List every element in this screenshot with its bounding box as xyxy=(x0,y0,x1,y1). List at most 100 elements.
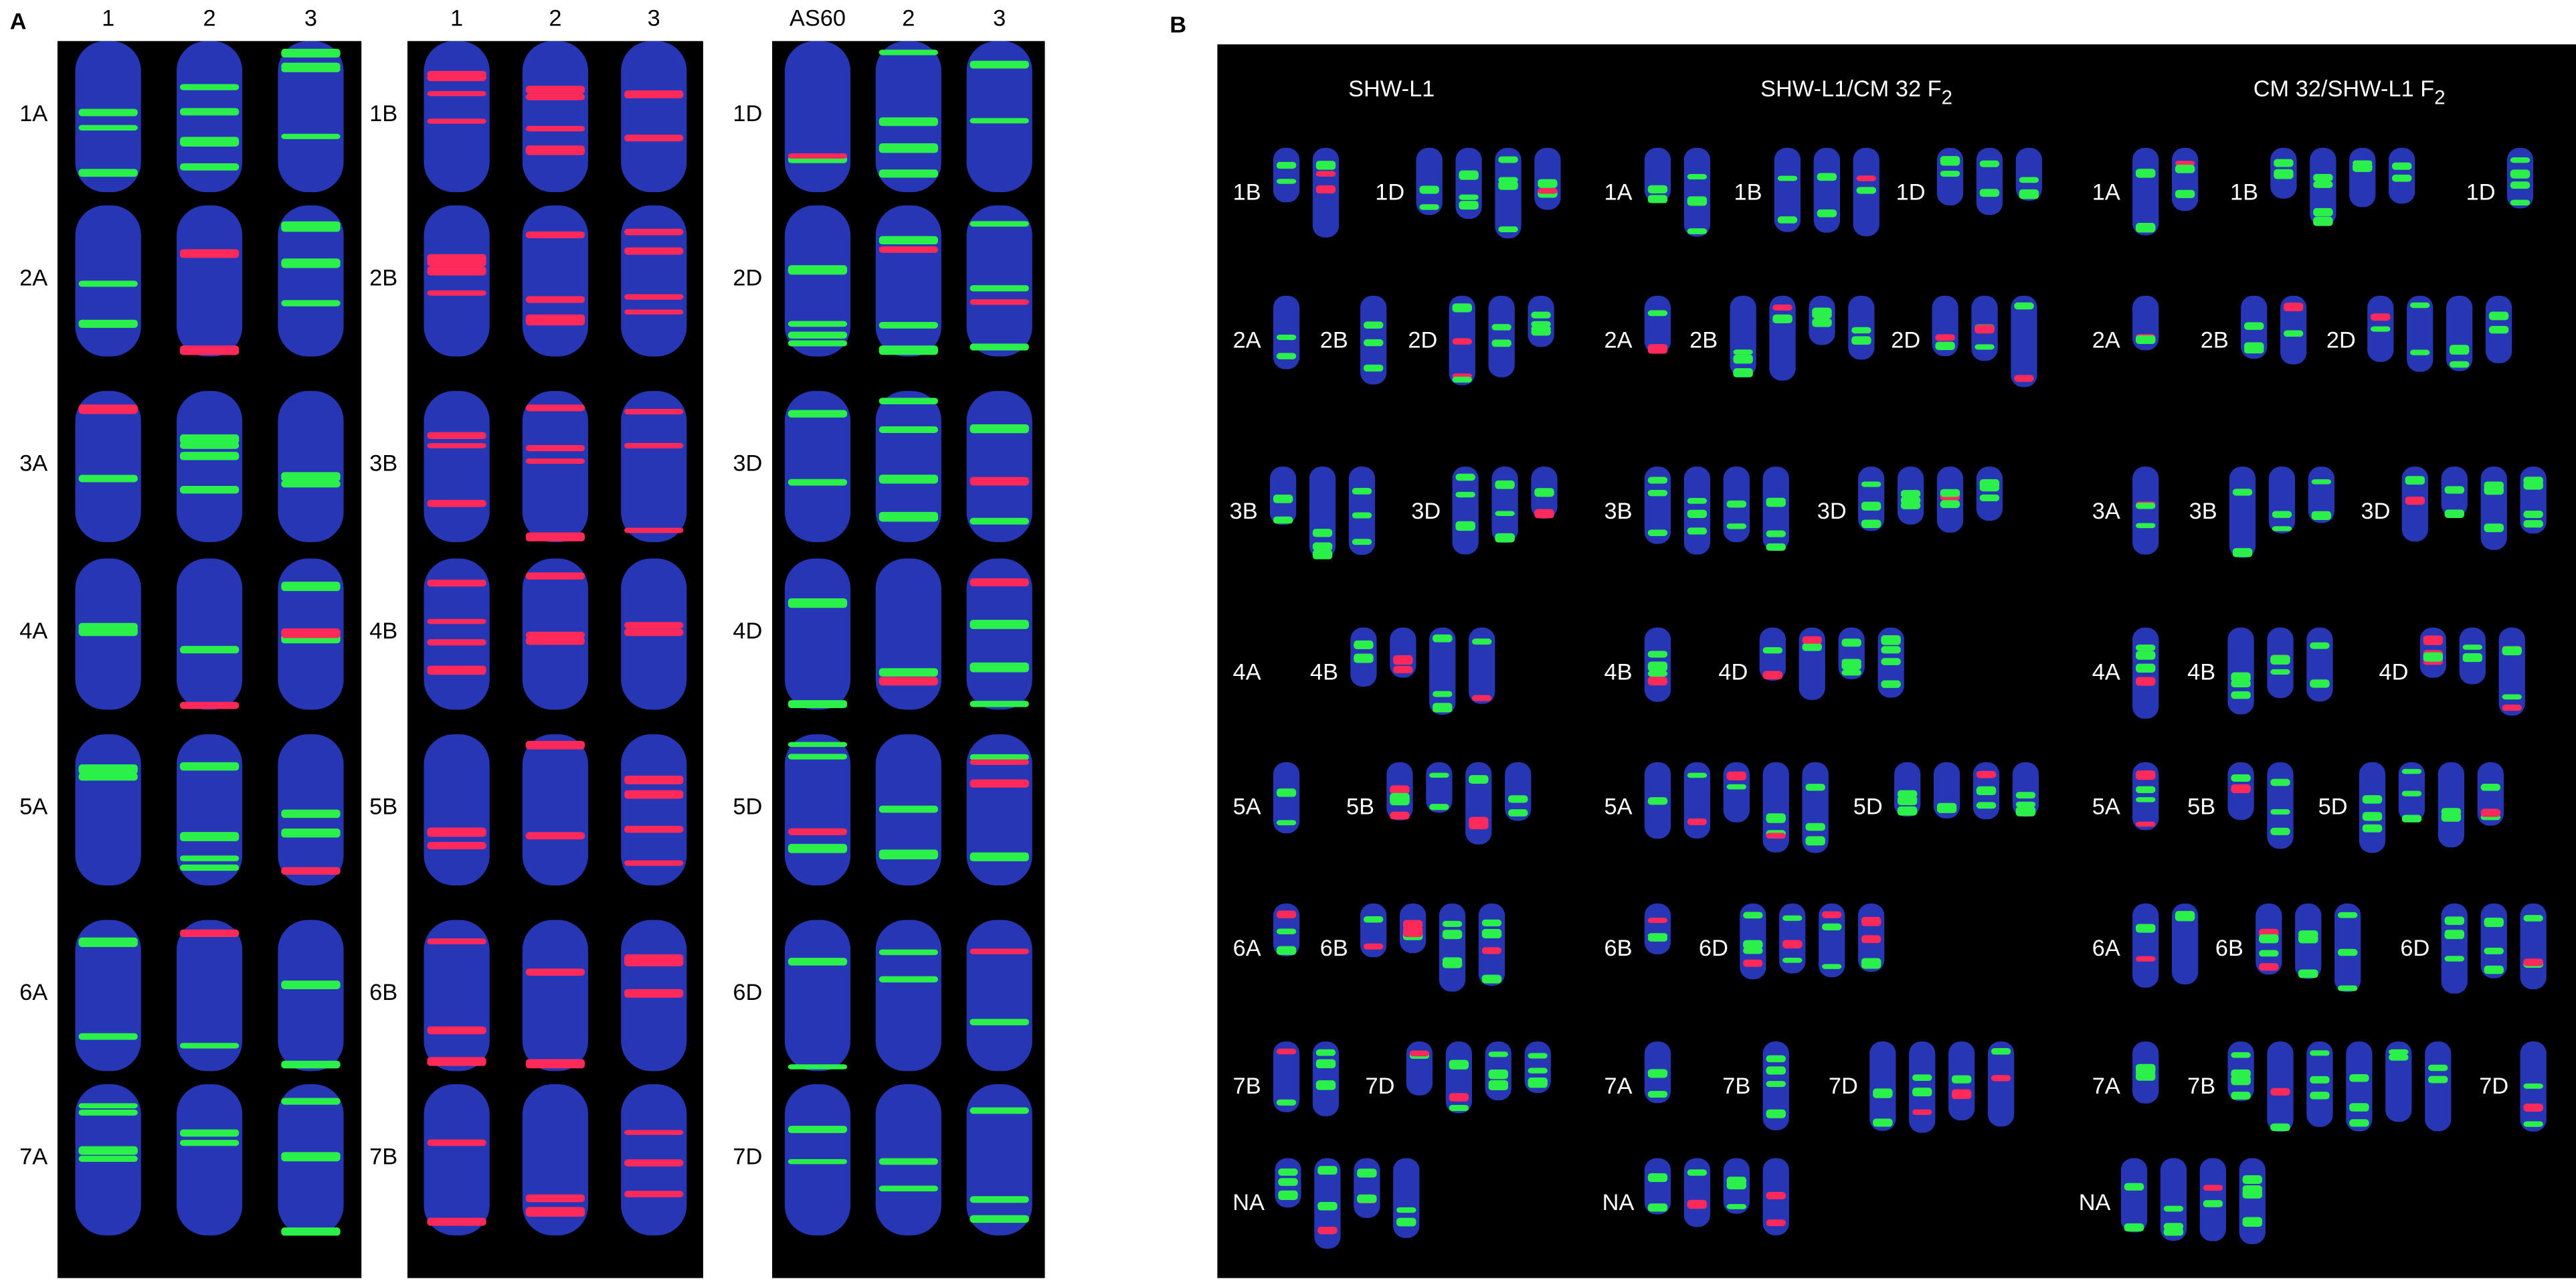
chromosome-label: 3B xyxy=(1604,499,1633,524)
signal-band xyxy=(1766,1081,1786,1088)
signal-band xyxy=(525,741,585,750)
signal-band xyxy=(1455,521,1475,531)
chromosome xyxy=(1909,1041,1936,1133)
signal-band xyxy=(2523,1103,2543,1112)
signal-band xyxy=(281,1227,341,1236)
chromosome xyxy=(2520,904,2547,990)
chromosome-body xyxy=(1644,1158,1671,1215)
signal-band xyxy=(624,775,684,784)
signal-band xyxy=(2231,784,2251,794)
chromosome xyxy=(2334,904,2361,993)
chromosome xyxy=(1386,762,1413,821)
signal-band xyxy=(2410,302,2430,309)
chromosome-label: 1B xyxy=(1233,180,1261,205)
chromosome xyxy=(2506,147,2534,209)
panel-label: A xyxy=(10,9,27,34)
signal-band xyxy=(1647,1069,1668,1078)
chromosome xyxy=(1273,904,1300,957)
chromosome xyxy=(875,920,941,1072)
chromosome xyxy=(1469,627,1495,704)
signal-band xyxy=(1276,1048,1297,1055)
signal-band xyxy=(624,825,684,833)
chromosome xyxy=(2520,466,2547,534)
chromosome-body xyxy=(1390,627,1416,678)
signal-band xyxy=(624,1191,684,1197)
signal-band xyxy=(1812,318,1832,327)
signal-band xyxy=(1881,680,1901,688)
signal-band xyxy=(2019,177,2039,183)
chromosome-body xyxy=(2171,147,2199,211)
signal-band xyxy=(2310,1092,2330,1100)
signal-band xyxy=(2310,1076,2330,1084)
signal-band xyxy=(1935,341,1955,351)
signal-band xyxy=(179,646,240,654)
signal-band xyxy=(78,1103,138,1109)
chromosome xyxy=(2011,295,2037,388)
signal-band xyxy=(2270,655,2290,665)
signal-band xyxy=(1841,638,1861,647)
signal-band xyxy=(2349,1074,2369,1082)
chromosome-body xyxy=(522,205,589,357)
chromosome-body xyxy=(2267,762,2294,849)
signal-band xyxy=(2337,948,2358,956)
chromosome xyxy=(2160,1158,2187,1241)
chromosome xyxy=(2267,627,2294,699)
column-header: 1 xyxy=(102,6,114,31)
chromosome xyxy=(278,1084,344,1236)
chromosome xyxy=(1491,466,1518,543)
chromosome-label: 1B xyxy=(1734,180,1762,205)
chromosome-label: 2A xyxy=(1233,328,1261,353)
chromosome xyxy=(1350,627,1377,687)
signal-band xyxy=(427,91,486,96)
chromosome xyxy=(875,41,941,193)
chromosome xyxy=(1936,466,1964,533)
signal-band xyxy=(788,321,848,327)
signal-band xyxy=(970,578,1029,587)
signal-band xyxy=(2231,679,2251,687)
signal-band xyxy=(1743,947,1763,954)
chromosome-body xyxy=(424,1084,490,1235)
chromosome xyxy=(1933,762,1960,819)
chromosome-label: 3B xyxy=(1230,499,1258,524)
signal-band xyxy=(2231,672,2251,682)
chromosome xyxy=(2132,762,2159,831)
signal-band xyxy=(1495,533,1515,543)
chromosome xyxy=(1877,627,1904,698)
chromosome-label: 5B xyxy=(1346,794,1374,820)
chromosome xyxy=(1406,1041,1433,1096)
chromosome xyxy=(1799,627,1825,700)
signal-band xyxy=(624,408,684,415)
chromosome-body xyxy=(278,391,344,542)
signal-band xyxy=(281,480,341,488)
chromosome-label: 2A xyxy=(2092,328,2120,353)
row-label: 6B xyxy=(369,980,397,1005)
signal-band xyxy=(2163,1205,2184,1212)
chromosome xyxy=(522,734,589,885)
chromosome xyxy=(176,205,243,357)
signal-band xyxy=(2423,635,2444,645)
chromosome-label: 2A xyxy=(1604,328,1633,353)
signal-band xyxy=(78,404,138,414)
signal-band xyxy=(788,598,848,608)
panel-label: B xyxy=(1170,12,1186,37)
signal-band xyxy=(2270,1088,2290,1096)
row-label: 6A xyxy=(19,980,48,1005)
signal-band xyxy=(2523,915,2543,922)
chromosome-body xyxy=(2425,1041,2452,1132)
chromosome xyxy=(424,1084,490,1235)
chromosome-body xyxy=(2268,466,2296,533)
signal-band xyxy=(2310,679,2330,688)
signal-band xyxy=(2175,914,2195,922)
chromosome-body xyxy=(2280,295,2307,365)
chromosome-body xyxy=(176,558,243,710)
chromosome-body xyxy=(1644,295,1671,354)
chromosome-body xyxy=(1273,147,1300,203)
chromosome xyxy=(424,41,490,193)
signal-band xyxy=(1390,795,1410,806)
signal-band xyxy=(1647,798,1668,805)
chromosome-body xyxy=(424,41,490,193)
chromosome xyxy=(2441,466,2468,518)
signal-band xyxy=(1647,195,1668,203)
chromosome xyxy=(1534,147,1561,210)
chromosome xyxy=(875,391,941,542)
